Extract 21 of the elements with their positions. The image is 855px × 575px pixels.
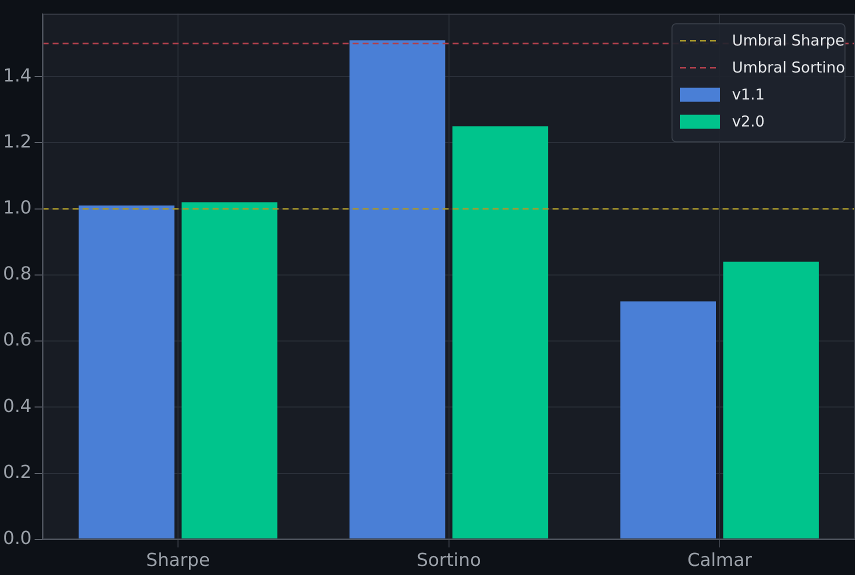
- y-tick-label: 1.4: [2, 65, 32, 86]
- y-tick-label: 0.2: [2, 462, 32, 483]
- bar: [350, 40, 446, 539]
- legend-label: v2.0: [732, 112, 765, 131]
- y-tick-label: 0.4: [2, 396, 32, 417]
- bar: [452, 126, 548, 539]
- legend-label: Umbral Sharpe: [732, 32, 845, 50]
- x-tick-label: Calmar: [687, 550, 752, 571]
- y-tick-label: 0.8: [2, 264, 32, 285]
- y-tick-label: 1.0: [2, 198, 32, 219]
- legend-label: Umbral Sortino: [732, 58, 846, 77]
- bar: [78, 206, 174, 539]
- y-tick-label: 0.0: [2, 528, 32, 550]
- x-tick-label: Sortino: [416, 550, 481, 571]
- bar: [723, 262, 819, 539]
- bar: [182, 202, 278, 539]
- legend-label: v1.1: [732, 86, 765, 104]
- bar: [620, 301, 716, 539]
- x-tick-label: Sharpe: [146, 550, 210, 571]
- y-tick-label: 1.2: [2, 131, 32, 152]
- y-tick-label: 0.6: [2, 330, 32, 351]
